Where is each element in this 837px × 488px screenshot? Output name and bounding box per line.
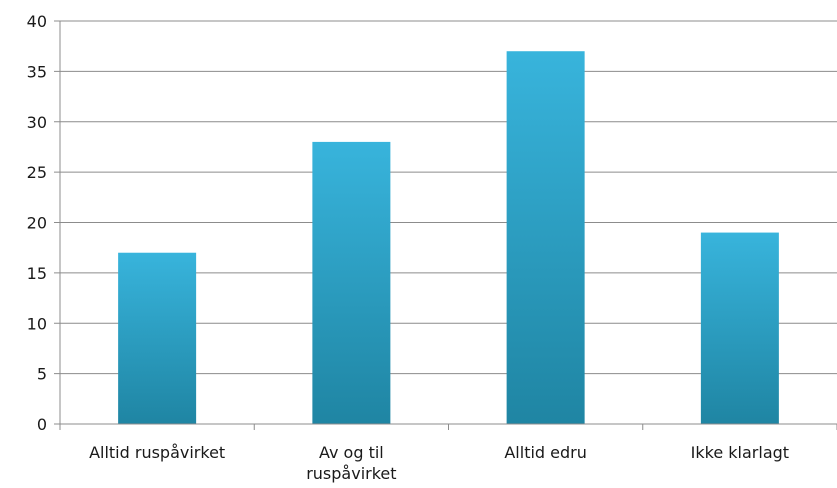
bar — [506, 51, 585, 424]
x-category-label: Alltid edru — [504, 443, 587, 462]
bar — [700, 232, 779, 424]
y-tick-label: 20 — [27, 214, 47, 233]
y-tick-label: 35 — [27, 62, 47, 81]
x-category-label: Av og til ruspåvirket — [306, 443, 396, 483]
y-tick-label: 15 — [27, 264, 47, 283]
y-axis-tick-labels: 0 5 10 15 20 25 30 35 40 — [27, 12, 47, 434]
y-tick-label: 40 — [27, 12, 47, 31]
y-tick-label: 30 — [27, 113, 47, 132]
y-tick-label: 10 — [27, 314, 47, 333]
x-category-label: Alltid ruspåvirket — [89, 443, 225, 462]
y-tick-label: 25 — [27, 163, 47, 182]
bar — [312, 141, 391, 424]
bar — [118, 252, 197, 424]
x-axis-category-labels: Alltid ruspåvirket Av og til ruspåvirket Al… — [89, 443, 789, 483]
y-tick-label: 0 — [37, 415, 47, 434]
axes — [54, 20, 837, 430]
y-tick-label: 5 — [37, 365, 47, 384]
bars — [118, 51, 779, 424]
x-category-label: Ikke klarlagt — [691, 443, 789, 462]
